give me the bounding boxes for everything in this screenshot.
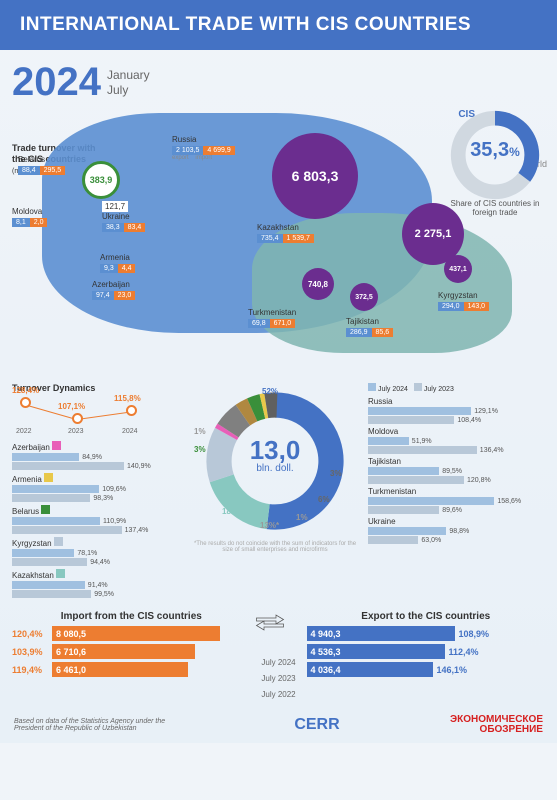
bubble-turkmenistan: 740,8: [302, 268, 334, 300]
bar-Kyrgyzstan: Kyrgyzstan 78,1% 94,4%: [12, 537, 182, 566]
page-header: INTERNATIONAL TRADE WITH CIS COUNTRIES: [0, 0, 557, 50]
title: INTERNATIONAL TRADE WITH CIS COUNTRIES: [20, 14, 471, 35]
map-area: Trade turnover with the CIS countries (m…: [12, 103, 545, 383]
bubble-tajikistan: 372,5: [350, 283, 378, 311]
tag-moldova: Moldova 8,12,0: [12, 207, 47, 227]
bar-Turkmenistan: Turkmenistan 158,6% 89,6%: [368, 487, 545, 514]
year: 2024: [12, 60, 101, 105]
seg-52: 52%: [262, 387, 278, 396]
seg-3b: 3%: [194, 445, 206, 454]
seg-3a: 3%: [330, 469, 342, 478]
right-bars-col: July 2024 July 2023 Russia 129,1% 108,4%…: [368, 383, 545, 601]
bar-Tajikistan: Tajikistan 89,5% 120,8%: [368, 457, 545, 484]
tag-azerbaijan: Azerbaijan 97,423,0: [92, 280, 135, 300]
year-arrows: July 2024 July 2023 July 2022: [255, 611, 303, 699]
export-title: Export to the CIS countries: [307, 611, 546, 622]
import-title: Import from the CIS countries: [12, 611, 251, 622]
bar-Azerbaijan: Azerbaijan 84,9% 140,9%: [12, 441, 182, 470]
dynamics-chart: 128,4% 107,1% 115,8% 2022 2023 2024: [12, 395, 182, 435]
center-donut: 13,0 bln. doll. 52% 18% 13%* 1% 6% 3% 3%…: [190, 391, 360, 571]
tag-ukraine: 121,7 Ukraine 38,383,4: [102, 201, 145, 232]
logo-econ: ЭКОНОМИЧЕСКОЕОБОЗРЕНИЕ: [450, 715, 543, 735]
bar-Ukraine: Ukraine 98,8% 63,0%: [368, 517, 545, 544]
export-row: 4 940,3108,9%: [307, 626, 546, 641]
period-range: JanuaryJuly: [107, 68, 150, 97]
bubble-belarus: 383,9: [82, 161, 120, 199]
import-export-row: Import from the CIS countries 120,4%8 08…: [12, 611, 545, 699]
tag-belarus: Belarus 88,4295,5: [18, 155, 65, 175]
cis-share-value: 35,3%: [449, 139, 541, 162]
seg-1b: 1%: [194, 427, 206, 436]
bubble-kyrgyzstan: 437,1: [444, 255, 472, 283]
bar-Kazakhstan: Kazakhstan 91,4% 99,5%: [12, 569, 182, 598]
seg-13: 13%*: [260, 521, 279, 530]
import-row: 119,4%6 461,0: [12, 662, 251, 677]
seg-1a: 1%: [296, 513, 308, 522]
period-block: 2024 JanuaryJuly: [12, 60, 545, 105]
source-note: Based on data of the Statistics Agency u…: [14, 718, 184, 732]
import-row: 103,9%6 710,6: [12, 644, 251, 659]
tag-kazakhstan: Kazakhstan 735,41 539,7: [257, 223, 314, 243]
cis-share-caption: Share of CIS countries in foreign trade: [445, 199, 545, 217]
seg-18: 18%: [222, 507, 238, 516]
main-content: 2024 JanuaryJuly Trade turnover with the…: [0, 50, 557, 707]
tag-tajikistan: Tajikistan 286,985,6: [346, 317, 393, 337]
left-bars: Azerbaijan 84,9% 140,9% Armenia 109,6% 9…: [12, 441, 182, 598]
bar-Russia: Russia 129,1% 108,4%: [368, 397, 545, 424]
export-row: 4 536,3112,4%: [307, 644, 546, 659]
tag-turkmenistan: Turkmenistan 69,8671,0: [248, 308, 296, 328]
import-block: Import from the CIS countries 120,4%8 08…: [12, 611, 251, 680]
seg-6: 6%: [318, 495, 330, 504]
center-footnote: *The results do not coincide with the su…: [190, 541, 360, 553]
cis-share-donut: 35,3%: [449, 109, 541, 201]
tag-kyrgyzstan: Kyrgyzstan 294,0143,0: [438, 291, 489, 311]
import-row: 120,4%8 080,5: [12, 626, 251, 641]
yl-0: July 2024: [255, 658, 303, 667]
export-block: Export to the CIS countries 4 940,3108,9…: [307, 611, 546, 680]
export-row: 4 036,4146,1%: [307, 662, 546, 677]
bar-Armenia: Armenia 109,6% 98,3%: [12, 473, 182, 502]
yl-2: July 2022: [255, 690, 303, 699]
bar-Belarus: Belarus 110,9% 137,4%: [12, 505, 182, 534]
yl-1: July 2023: [255, 674, 303, 683]
tag-armenia: Armenia 9,34,4: [100, 253, 135, 273]
dynamics-column: Turnover Dynamics 128,4% 107,1% 115,8% 2…: [12, 383, 182, 601]
swap-icon: [255, 611, 285, 631]
tag-russia: Russia 2 103,54 699,9 export import: [172, 135, 235, 161]
logo-cerr: CERR: [294, 716, 339, 734]
footer: Based on data of the Statistics Agency u…: [0, 707, 557, 743]
middle-row: Turnover Dynamics 128,4% 107,1% 115,8% 2…: [12, 383, 545, 601]
bar-Moldova: Moldova 51,9% 136,4%: [368, 427, 545, 454]
bars-legend: July 2024 July 2023: [368, 383, 545, 393]
bubble-russia: 6 803,3: [272, 133, 358, 219]
